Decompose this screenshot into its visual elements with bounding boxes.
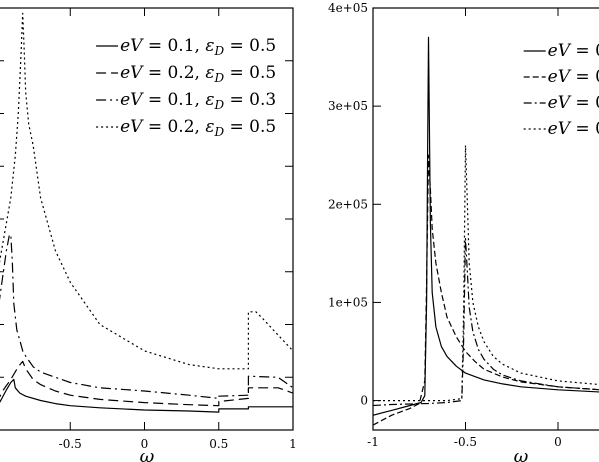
legend-label-1: eV = 0.3, εD — [548, 41, 599, 63]
series-group — [0, 12, 293, 413]
legend-label-part: ε — [205, 63, 214, 83]
legend-label-part: = 0.5, — [570, 67, 599, 87]
plot-frame — [372, 7, 599, 431]
legend-label-1: eV = 0.1, εD = 0.5 — [120, 36, 276, 58]
legend-label-part: = 0.5 — [224, 36, 276, 56]
y-tick-label: 0 — [360, 394, 368, 408]
series-line-3 — [373, 238, 599, 407]
legend-label-part: = 0.5 — [224, 63, 276, 83]
legend-label-part: eV — [548, 93, 572, 113]
x-tick-label: 0 — [141, 437, 149, 451]
series-line-1 — [373, 36, 599, 416]
y-tick-label: 2e+05 — [328, 197, 368, 211]
legend-label-part: eV — [120, 90, 144, 110]
series-line-2 — [373, 154, 599, 426]
legend-label-part: = 0.3, — [570, 41, 599, 61]
legend-label-3: eV = 0.1, εD = 0.3 — [120, 90, 276, 112]
legend-label-2: eV = 0.5, εD — [548, 67, 599, 89]
x-tick-label: -0.5 — [454, 435, 477, 449]
y-tick-label: 3e+05 — [328, 99, 368, 113]
y-tick-label: 4e+05 — [328, 1, 368, 15]
series-line-3 — [0, 234, 293, 399]
legend-label-part: D — [213, 98, 224, 112]
legend-label-2: eV = 0.2, εD = 0.5 — [120, 63, 276, 85]
legend-label-part: = 0.7, — [570, 119, 599, 139]
x-axis-label: ω — [514, 446, 529, 462]
legend-label-part: = 0.1, — [142, 36, 205, 56]
x-tick-label: -0.5 — [59, 437, 82, 451]
legend-label-part: = 0.2, — [142, 63, 205, 83]
legend-label-part: D — [213, 71, 224, 85]
legend-label-part: eV — [548, 67, 572, 87]
series-line-2 — [0, 360, 293, 407]
legend-label-part: eV — [120, 63, 144, 83]
legend-label-part: = 0.5 — [224, 117, 276, 137]
legend-label-part: = 0.1, — [142, 90, 205, 110]
legend-label-part: ε — [205, 117, 214, 137]
x-tick-label: 0.5 — [209, 437, 228, 451]
series-line-1 — [0, 378, 293, 413]
legend-label-part: D — [213, 125, 224, 139]
legend-label-part: D — [213, 44, 224, 58]
legend: eV = 0.3, εDeV = 0.5, εDeV = 0.5, εDeV =… — [523, 41, 599, 141]
x-tick-label: 0 — [554, 435, 562, 449]
legend-label-part: ε — [205, 90, 214, 110]
legend-label-part: ε — [205, 36, 214, 56]
legend-label-3: eV = 0.5, εD — [548, 93, 599, 115]
x-tick-label: 1 — [289, 437, 297, 451]
y-tick-label: 1e+05 — [328, 295, 368, 309]
legend-label-part: eV — [120, 36, 144, 56]
x-tick-label: -1 — [367, 435, 379, 449]
legend: eV = 0.1, εD = 0.5eV = 0.2, εD = 0.5eV =… — [96, 36, 276, 139]
legend-label-part: = 0.3 — [224, 90, 276, 110]
legend-label-part: eV — [120, 117, 144, 137]
legend-label-4: eV = 0.2, εD = 0.5 — [120, 117, 276, 139]
series-group — [373, 36, 599, 426]
x-axis-label: ω — [140, 446, 155, 462]
legend-label-4: eV = 0.7, εD — [548, 119, 599, 141]
legend-label-part: = 0.2, — [142, 117, 205, 137]
series-line-4 — [373, 144, 599, 402]
legend-label-part: = 0.5, — [570, 93, 599, 113]
legend-label-part: eV — [548, 119, 572, 139]
legend-label-part: eV — [548, 41, 572, 61]
